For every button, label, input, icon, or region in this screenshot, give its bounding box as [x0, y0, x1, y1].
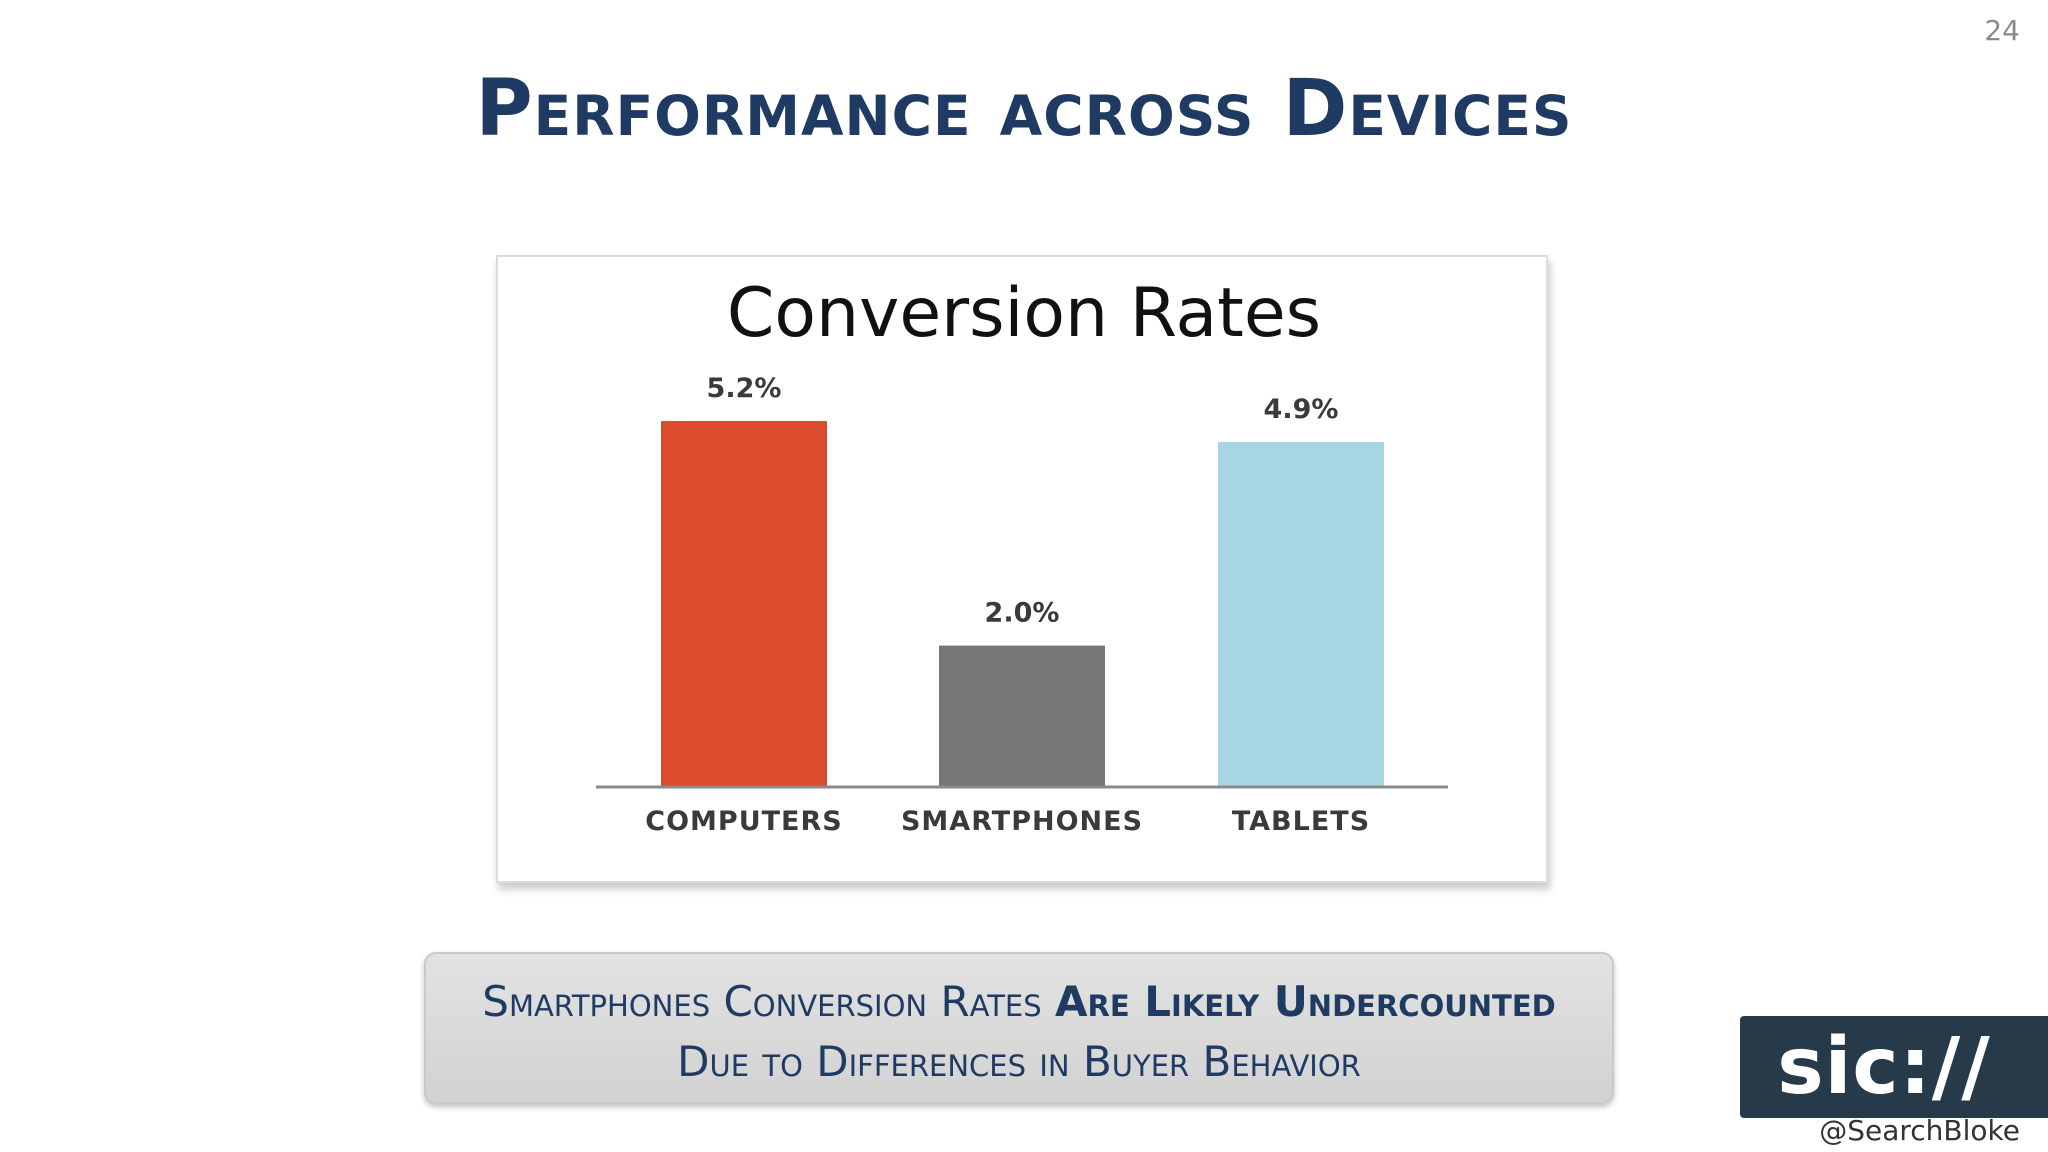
slide-title: Performance across Devices — [475, 64, 1573, 154]
data-label-tablets: 4.9% — [1264, 394, 1339, 425]
twitter-handle: @SearchBloke — [1819, 1114, 2020, 1147]
category-label-smartphones: SMARTPHONES — [901, 806, 1143, 837]
chart-title: Conversion Rates — [726, 274, 1322, 353]
callout-line-2: Due to Differences in Buyer Behavior — [677, 1037, 1361, 1086]
data-label-computers: 5.2% — [707, 373, 782, 404]
callout-line-1-regular: Smartphones Conversion Rates — [482, 977, 1056, 1026]
page-number: 24 — [1984, 14, 2020, 47]
callout-line-1: Smartphones Conversion Rates Are Likely … — [426, 972, 1612, 1032]
data-label-smartphones: 2.0% — [985, 598, 1060, 629]
bar-smartphones — [939, 645, 1105, 786]
category-label-tablets: TABLETS — [1232, 806, 1370, 837]
category-label-computers: COMPUTERS — [645, 806, 842, 837]
bar-tablets — [1218, 442, 1384, 786]
callout-box: Smartphones Conversion Rates Are Likely … — [424, 952, 1614, 1104]
bar-computers — [661, 421, 827, 786]
callout-line-1-bold: Are Likely Undercounted — [1055, 977, 1556, 1026]
sic-logo: sic:// — [1740, 1016, 2048, 1118]
